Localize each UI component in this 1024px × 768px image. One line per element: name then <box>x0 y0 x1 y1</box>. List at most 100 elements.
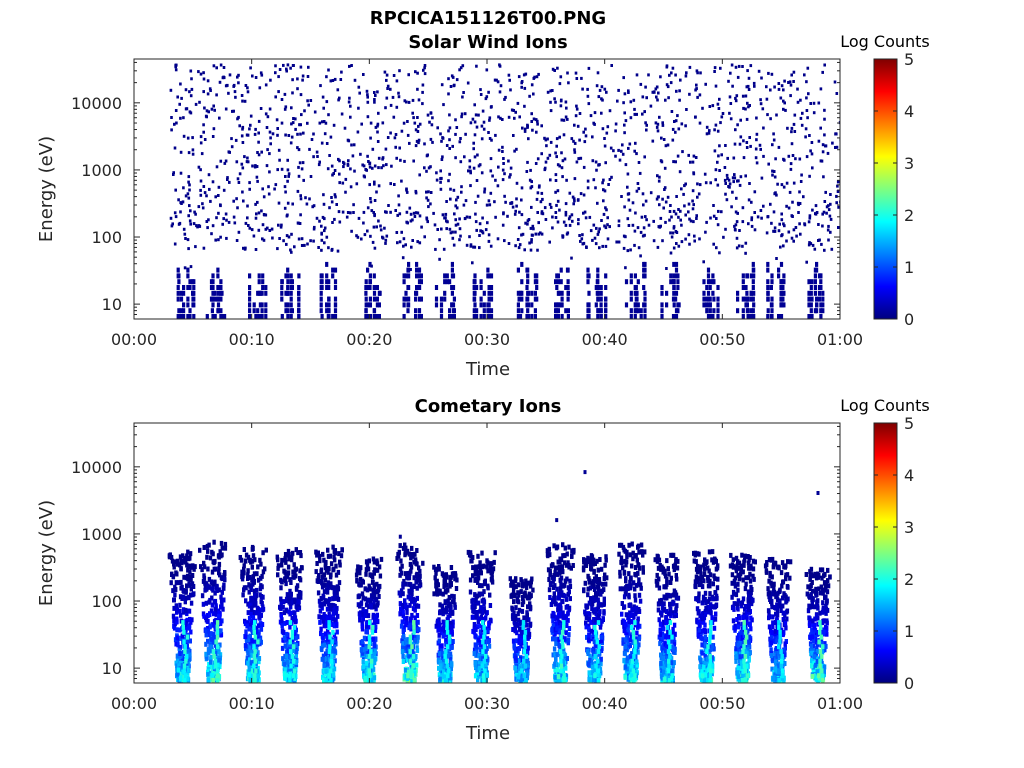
heatmap-cell <box>188 638 192 644</box>
heatmap-cell <box>287 235 291 239</box>
heatmap-cell <box>360 623 364 629</box>
heatmap-cell <box>334 563 338 569</box>
heatmap-cell <box>417 296 422 302</box>
heatmap-cell <box>705 285 709 290</box>
heatmap-cell <box>417 124 420 128</box>
heatmap-cell <box>503 97 506 101</box>
heatmap-cell <box>581 87 584 91</box>
heatmap-cell <box>402 634 406 639</box>
heatmap-cell <box>792 239 795 243</box>
heatmap-cell <box>473 571 478 577</box>
heatmap-cell <box>629 248 632 252</box>
heatmap-cell <box>276 247 279 251</box>
heatmap-cell <box>328 206 331 210</box>
heatmap-cell <box>285 631 289 637</box>
heatmap-cell <box>282 661 287 667</box>
heatmap-cell <box>290 106 293 110</box>
heatmap-cell <box>276 168 279 172</box>
heatmap-cell <box>216 678 220 683</box>
heatmap-cell <box>211 135 215 138</box>
heatmap-cell <box>507 159 510 163</box>
heatmap-cell <box>553 97 556 101</box>
heatmap-cell <box>205 109 209 113</box>
heatmap-cell <box>446 598 450 604</box>
heatmap-cell <box>477 583 482 589</box>
heatmap-cell <box>604 206 607 210</box>
heatmap-cell <box>678 89 681 93</box>
heatmap-cell <box>381 157 384 161</box>
heatmap-cell <box>585 246 588 249</box>
heatmap-cell <box>400 179 403 183</box>
heatmap-cell <box>414 634 418 640</box>
heatmap-cell <box>556 273 560 279</box>
heatmap-cell <box>655 197 659 201</box>
heatmap-cell <box>415 648 420 653</box>
heatmap-cell <box>175 121 178 125</box>
heatmap-cell <box>689 160 692 164</box>
heatmap-cell <box>319 273 323 279</box>
heatmap-cell <box>355 234 358 238</box>
heatmap-cell <box>639 82 643 86</box>
heatmap-cell <box>526 308 530 314</box>
heatmap-cell <box>301 161 305 165</box>
heatmap-cell <box>530 205 533 209</box>
heatmap-cell <box>712 296 716 302</box>
heatmap-cell <box>817 290 822 296</box>
heatmap-cell <box>257 677 261 683</box>
heatmap-cell <box>172 173 175 176</box>
heatmap-cell <box>432 591 436 597</box>
heatmap-cell <box>409 219 413 223</box>
heatmap-cell <box>348 96 351 100</box>
heatmap-cell <box>566 267 570 273</box>
heatmap-cell <box>215 668 220 674</box>
heatmap-cell <box>634 141 637 145</box>
heatmap-cell <box>309 99 313 102</box>
heatmap-cell <box>798 202 802 205</box>
heatmap-cell <box>601 181 604 185</box>
heatmap-cell <box>800 173 803 177</box>
heatmap-cell <box>394 145 397 149</box>
heatmap-cell <box>483 190 486 194</box>
heatmap-cell <box>332 632 337 638</box>
heatmap-cell <box>515 197 518 201</box>
heatmap-cell <box>566 308 570 314</box>
heatmap-cell <box>320 224 323 228</box>
heatmap-cell <box>324 639 328 645</box>
heatmap-cell <box>356 130 360 134</box>
heatmap-cell <box>527 137 530 141</box>
heatmap-cell <box>779 245 782 249</box>
heatmap-cell <box>288 624 292 630</box>
heatmap-cell <box>181 553 185 559</box>
heatmap-cell <box>460 190 463 194</box>
heatmap-cell <box>706 290 711 296</box>
heatmap-cell <box>472 290 476 296</box>
heatmap-cell <box>477 113 480 117</box>
heatmap-cell <box>680 223 683 227</box>
heatmap-cell <box>292 117 295 120</box>
heatmap-cell <box>174 660 178 666</box>
heatmap-cell <box>434 623 438 629</box>
heatmap-cell <box>459 66 463 70</box>
heatmap-cell <box>770 279 774 285</box>
heatmap-cell <box>612 149 615 153</box>
heatmap-cell <box>325 606 330 612</box>
heatmap-cell <box>242 570 246 576</box>
heatmap-cell <box>828 214 832 218</box>
heatmap-cell <box>179 290 183 296</box>
heatmap-cell <box>280 579 284 585</box>
heatmap-cell <box>206 566 210 572</box>
heatmap-cell <box>309 239 312 243</box>
heatmap-cell <box>248 187 251 191</box>
heatmap-cell <box>293 615 298 621</box>
heatmap-cell <box>189 586 193 592</box>
heatmap-cell <box>724 227 727 231</box>
heatmap-cell <box>362 210 366 214</box>
heatmap-cell <box>258 86 262 90</box>
heatmap-cell <box>178 554 183 560</box>
heatmap-cell <box>210 107 214 111</box>
heatmap-cell <box>191 148 195 152</box>
heatmap-cell <box>578 138 581 142</box>
heatmap-cell <box>330 639 334 645</box>
heatmap-cell <box>184 588 188 594</box>
heatmap-cell <box>810 152 814 156</box>
